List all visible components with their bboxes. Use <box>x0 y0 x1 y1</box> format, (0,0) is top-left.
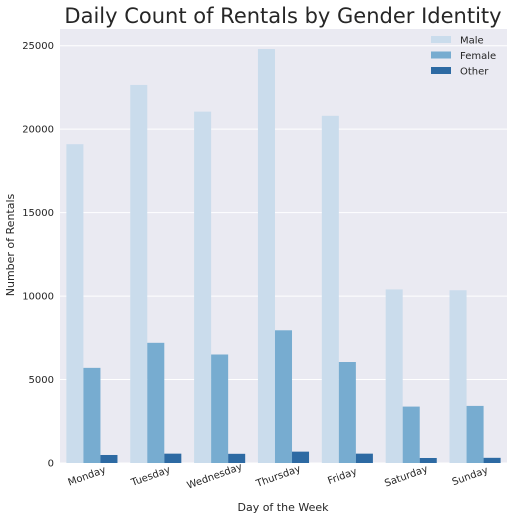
bar-male-saturday <box>385 289 403 463</box>
bar-male-monday <box>66 144 84 463</box>
legend-swatch-other <box>431 67 451 74</box>
bars <box>66 49 501 464</box>
y-tick-label: 5000 <box>29 375 54 386</box>
bar-other-saturday <box>419 457 437 463</box>
x-tick-label: Sunday <box>451 465 490 488</box>
legend-swatch-male <box>431 36 451 43</box>
bar-female-thursday <box>274 330 293 463</box>
bar-other-wednesday <box>228 453 246 463</box>
bar-other-monday <box>100 454 118 463</box>
y-tick-labels: 0 5000 10000 15000 20000 25000 <box>22 41 54 469</box>
bar-male-thursday <box>257 49 275 464</box>
bar-male-sunday <box>449 290 467 463</box>
bar-male-wednesday <box>194 111 212 463</box>
legend: Male Female Other <box>431 36 496 78</box>
y-axis-label: Number of Rentals <box>4 193 17 296</box>
bar-female-wednesday <box>211 354 229 463</box>
x-tick-label: Wednesday <box>186 462 244 492</box>
x-tick-label: Tuesday <box>129 464 172 489</box>
bar-other-thursday <box>292 451 310 463</box>
bar-female-monday <box>83 367 101 463</box>
legend-label-female: Female <box>460 51 496 62</box>
bar-other-friday <box>355 453 373 463</box>
bar-female-sunday <box>466 405 484 463</box>
bar-male-tuesday <box>130 84 148 464</box>
x-tick-labels: Monday Tuesday Wednesday Thursday Friday Satu… <box>67 462 490 492</box>
legend-swatch-female <box>431 51 451 59</box>
bar-female-friday <box>338 362 356 463</box>
bar-other-sunday <box>483 457 501 463</box>
x-tick-label: Friday <box>326 466 358 487</box>
x-tick-label: Monday <box>67 465 108 489</box>
bar-female-saturday <box>402 406 420 463</box>
y-tick-label: 15000 <box>22 208 54 219</box>
x-axis-label: Day of the Week <box>237 501 329 514</box>
bar-male-friday <box>321 115 339 464</box>
chart-title: Daily Count of Rentals by Gender Identit… <box>64 4 501 28</box>
legend-label-male: Male <box>460 36 484 47</box>
y-tick-label: 0 <box>48 459 54 470</box>
x-tick-label: Thursday <box>254 464 302 491</box>
y-tick-label: 25000 <box>22 41 54 52</box>
y-tick-label: 10000 <box>22 292 54 303</box>
y-tick-label: 20000 <box>22 125 54 136</box>
x-tick-label: Saturday <box>383 464 429 490</box>
bar-other-tuesday <box>164 453 182 463</box>
legend-label-other: Other <box>460 67 489 78</box>
bar-female-tuesday <box>147 342 165 463</box>
